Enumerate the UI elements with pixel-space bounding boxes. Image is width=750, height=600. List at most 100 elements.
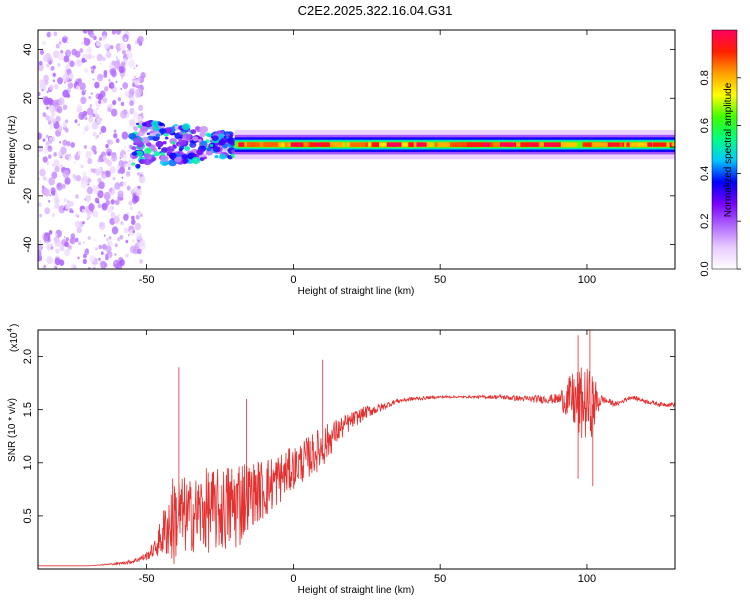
- spectrogram-cell: [114, 261, 117, 264]
- spectrogram-cell: [98, 37, 103, 41]
- spectrogram-cell: [124, 38, 127, 42]
- spectrogram-cell: [99, 221, 106, 230]
- spectrogram-cell: [133, 67, 136, 70]
- spectrogram-cell: [131, 219, 136, 225]
- spectrogram-cell: [178, 147, 183, 152]
- spectrogram-cell: [108, 236, 112, 240]
- spectrogram-cell: [67, 41, 69, 44]
- spectrogram-cell: [386, 142, 402, 147]
- spectrogram-cell: [134, 222, 141, 231]
- spectrogram-cell: [135, 188, 142, 197]
- spectrogram-cell: [82, 258, 87, 265]
- spectrogram-cell: [121, 222, 125, 226]
- spectrogram-cell: [108, 81, 115, 89]
- spectrogram-cell: [69, 60, 75, 68]
- spectrogram-cell: [71, 263, 76, 269]
- spectrogram-x-label: Height of straight line (km): [298, 286, 415, 297]
- spectrogram-cell: [65, 203, 71, 210]
- spectrogram-cell: [65, 237, 69, 242]
- spectrogram-cell: [49, 104, 56, 113]
- spectrogram-cell: [107, 151, 111, 156]
- spectrogram-y-label: Frequency (Hz): [7, 116, 18, 185]
- spectrogram-cell: [77, 60, 83, 67]
- spectrogram-cell: [117, 169, 121, 174]
- spectrogram-cell: [43, 235, 49, 242]
- spectrogram-cell: [111, 154, 118, 162]
- x-tick-label: 50: [434, 573, 446, 585]
- spectrogram-cell: [181, 123, 191, 131]
- spectrogram-cell: [50, 33, 53, 37]
- spectrogram-cell: [46, 243, 53, 251]
- spectrogram-cell: [91, 210, 94, 213]
- spectrogram-cell: [55, 43, 60, 49]
- spectrogram-cell: [396, 142, 409, 147]
- spectrogram-cell: [122, 33, 129, 43]
- spectrogram-cell: [50, 65, 55, 71]
- spectrogram-cell: [81, 208, 86, 214]
- spectrogram-cell: [111, 226, 119, 235]
- spectrogram-cell: [107, 242, 110, 246]
- spectrogram-cell: [115, 138, 120, 144]
- spectrogram-cell: [151, 120, 159, 127]
- spectrogram-cell: [155, 133, 161, 138]
- spectrogram-cell: [64, 241, 69, 248]
- spectrogram-cell: [114, 243, 118, 248]
- spectrogram-cell: [100, 125, 107, 134]
- spectrogram-cell: [102, 97, 108, 103]
- spectrogram-cell: [125, 253, 129, 258]
- spectrogram-cell: [52, 50, 60, 59]
- y-tick-label: -20: [22, 188, 34, 204]
- spectrogram-cell: [54, 257, 61, 266]
- spectrogram-cell: [64, 154, 70, 160]
- spectrogram-cell: [119, 223, 122, 226]
- spectrogram-cell: [238, 142, 245, 147]
- spectrogram-cell: [115, 56, 118, 59]
- spectrogram-cell: [135, 150, 144, 157]
- spectrogram-cell: [118, 65, 125, 74]
- spectrogram-cell: [99, 62, 102, 65]
- spectrogram-cell: [56, 182, 63, 191]
- spectrogram-cell: [86, 213, 90, 218]
- spectrogram-cell: [42, 40, 47, 46]
- spectrogram-cell: [626, 142, 630, 147]
- spectrogram-cell: [54, 165, 60, 173]
- spectrogram-cell: [135, 64, 138, 67]
- spectrogram-cell: [84, 116, 88, 121]
- spectrogram-cell: [205, 149, 214, 156]
- x-tick-label: -50: [139, 274, 155, 286]
- spectrogram-cell: [190, 129, 197, 135]
- spectrogram-cell: [146, 132, 151, 136]
- spectrogram-cell: [97, 158, 101, 163]
- spectrogram-cell: [135, 163, 141, 169]
- colorbar-tick-label: 0.0: [699, 261, 711, 276]
- spectrogram-cell: [91, 69, 95, 74]
- spectrogram-cell: [53, 99, 60, 108]
- spectrogram-cell: [120, 87, 123, 91]
- spectrogram-cell: [263, 142, 279, 147]
- spectrogram-cell: [214, 155, 219, 159]
- spectrogram-cell: [652, 142, 667, 147]
- spectrogram-cell: [129, 100, 134, 107]
- spectrogram-cell: [80, 96, 87, 105]
- spectrogram-cell: [125, 161, 128, 164]
- spectrogram-cell: [46, 161, 50, 165]
- spectrogram-cell: [303, 142, 309, 147]
- spectrogram-cell: [81, 42, 84, 45]
- spectrogram-cell: [112, 186, 115, 190]
- spectrogram-cell: [51, 171, 58, 179]
- spectrogram-cell: [110, 104, 113, 108]
- spectrogram-cell: [150, 156, 157, 162]
- spectrogram-cell: [647, 142, 653, 147]
- spectrogram-cell: [101, 203, 108, 211]
- spectrogram-cell: [63, 197, 68, 203]
- spectrogram-cell: [136, 38, 142, 45]
- spectrogram-cell: [53, 159, 60, 167]
- spectrogram-cell: [114, 253, 117, 256]
- spectrogram-cell: [39, 49, 45, 55]
- spectrogram-cell: [110, 108, 118, 117]
- spectrogram-cell: [59, 141, 62, 144]
- spectrogram-cell: [63, 55, 70, 63]
- spectrogram-cell: [86, 186, 93, 195]
- spectrogram-cell: [63, 236, 66, 239]
- spectrogram-cell: [45, 134, 49, 139]
